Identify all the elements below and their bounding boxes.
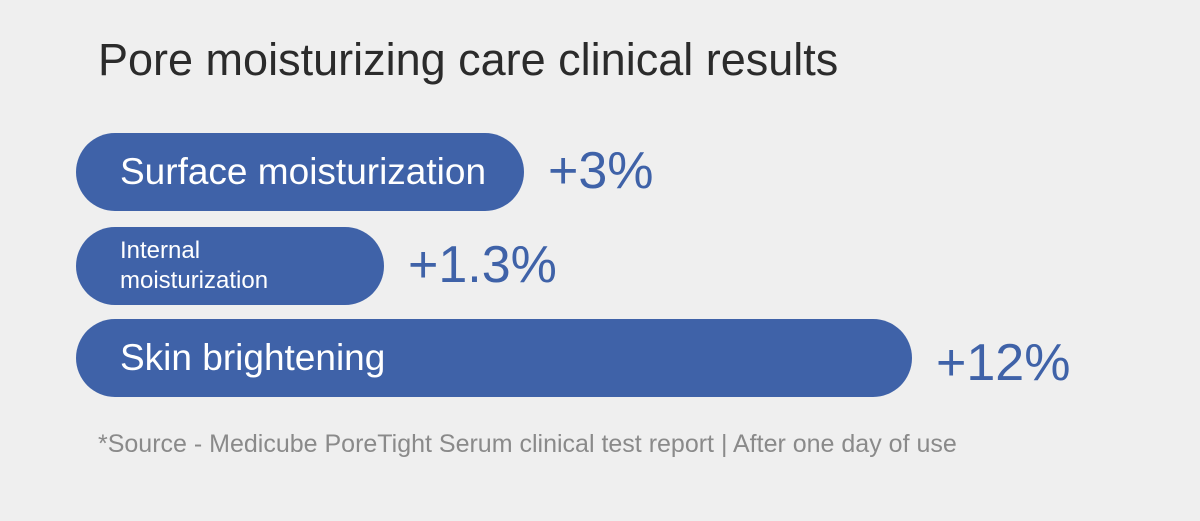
bar-skin-brightening: Skin brightening <box>76 319 912 397</box>
bar-value-label: +1.3% <box>408 236 557 294</box>
chart-title: Pore moisturizing care clinical results <box>98 34 839 85</box>
bar-label: Skin brightening <box>120 337 386 378</box>
bar-surface-moisturization: Surface moisturization <box>76 133 524 211</box>
source-footnote: *Source - Medicube PoreTight Serum clini… <box>98 430 957 458</box>
bar-value-label: +12% <box>936 334 1071 392</box>
bar-label: Internal moisturization <box>120 237 269 294</box>
bar-label: Surface moisturization <box>120 151 487 192</box>
bar-internal-moisturization: Internal moisturization <box>76 227 384 305</box>
bar-value-label: +3% <box>548 142 654 200</box>
